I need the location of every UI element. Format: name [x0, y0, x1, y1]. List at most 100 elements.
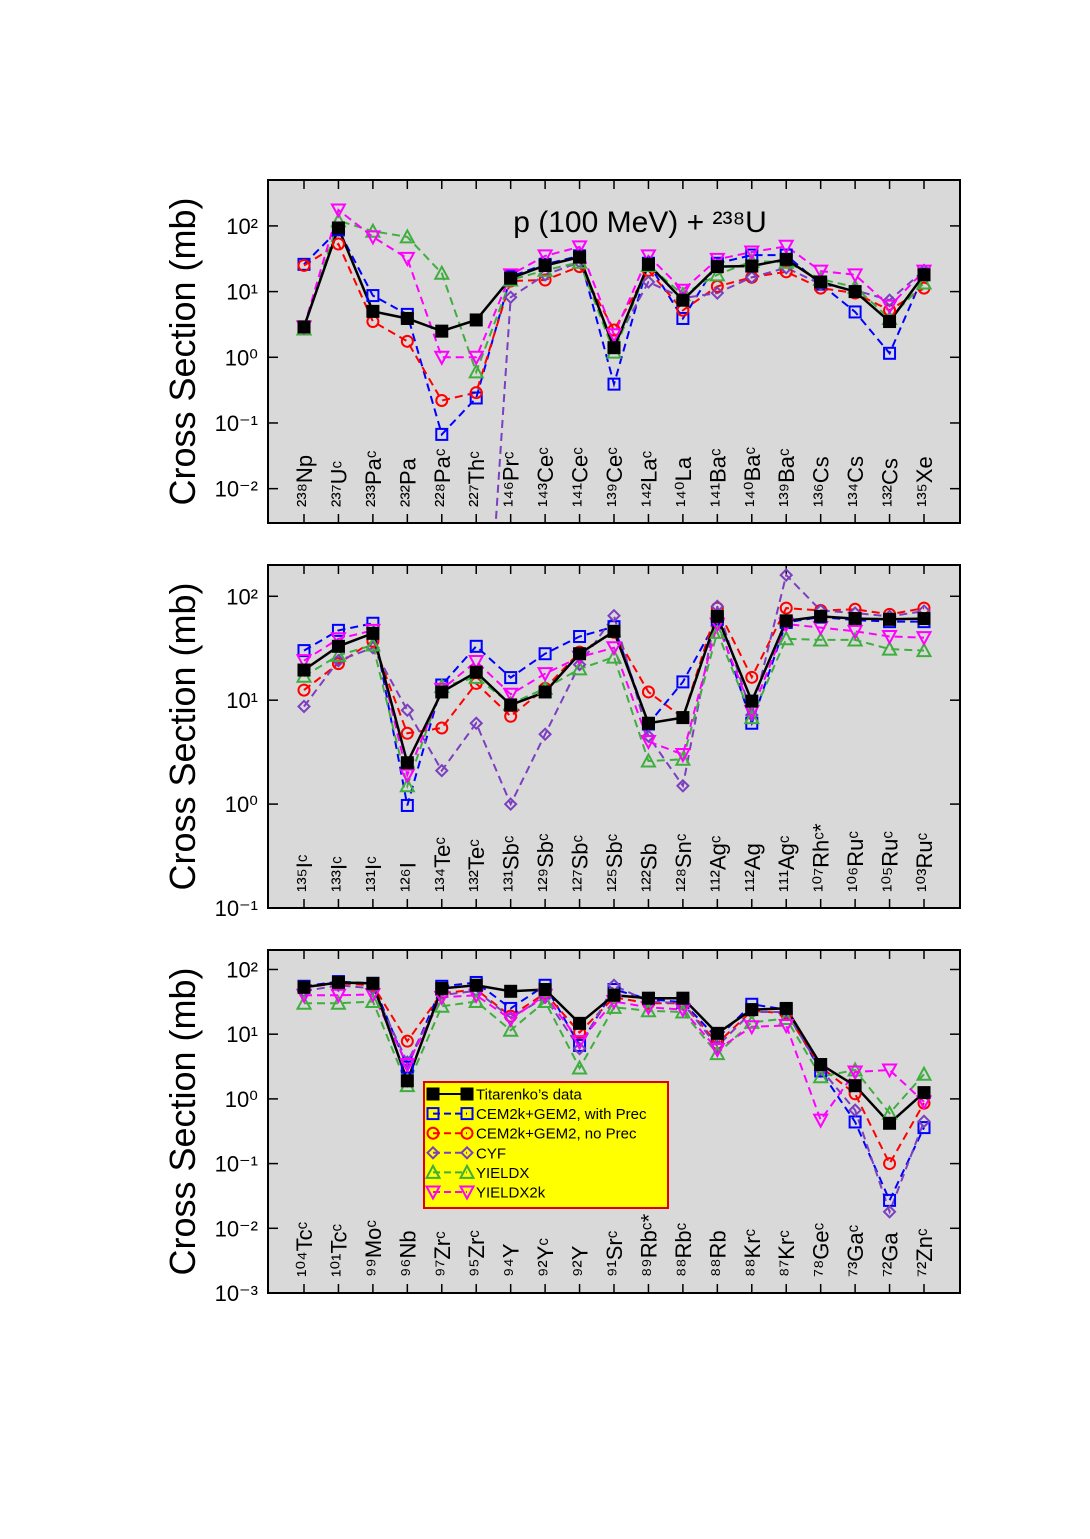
data-point — [538, 647, 552, 661]
x-tick-label: ¹²⁸Snᶜ — [671, 833, 696, 892]
x-tick-label: ⁸⁸Krᶜ — [740, 1228, 765, 1277]
data-point — [883, 346, 897, 360]
data-point — [917, 1121, 931, 1135]
data-point — [400, 1074, 414, 1088]
data-point — [640, 1002, 657, 1018]
y-tick-label: 10² — [226, 584, 258, 609]
data-point — [400, 1034, 414, 1048]
data-point — [848, 1079, 862, 1093]
plot-frame — [267, 179, 961, 524]
data-point — [297, 258, 311, 272]
data-point — [435, 427, 449, 441]
data-point — [607, 377, 621, 391]
data-point — [330, 646, 347, 662]
legend: Titarenko’s data CEM2k+GEM2, with Prec CEM… — [423, 1081, 669, 1209]
legend-marker — [458, 1163, 476, 1179]
y-tick-label: 10⁻¹ — [215, 411, 258, 436]
data-point — [297, 320, 311, 334]
x-tick-label: ¹⁰⁴Tcᶜ — [292, 1221, 317, 1277]
data-point — [676, 293, 690, 307]
data-point — [778, 1009, 795, 1025]
data-point — [641, 257, 655, 271]
data-point — [400, 703, 415, 718]
data-point — [468, 654, 485, 671]
x-tick-label: ¹⁰⁷Rhᶜ* — [809, 823, 834, 892]
data-point — [743, 245, 760, 261]
x-tick-label: ²³⁷Uᶜ — [326, 461, 351, 508]
x-tick-label: ¹³³Iᶜ — [326, 856, 351, 892]
y-tick-label: 10¹ — [226, 1022, 258, 1047]
x-tick-label: ¹³⁴Teᶜ — [430, 837, 455, 892]
data-point — [571, 1059, 588, 1075]
x-tick-label: ⁸⁷Krᶜ — [774, 1230, 799, 1277]
x-tick-label: ⁸⁹Rbᶜ* — [636, 1213, 661, 1277]
data-point — [881, 640, 898, 656]
data-point — [364, 230, 382, 246]
data-point — [709, 1045, 726, 1061]
data-point — [881, 299, 898, 315]
data-point — [640, 752, 657, 768]
x-tick-label: ⁸⁸Rbᶜ — [671, 1222, 696, 1277]
x-tick-label: ⁹²Yᶜ — [533, 1238, 558, 1277]
data-point — [468, 350, 485, 366]
series-group — [295, 568, 933, 812]
data-point — [573, 1038, 587, 1052]
data-point — [538, 685, 552, 699]
legend-marker — [460, 1126, 474, 1140]
data-point — [709, 266, 726, 282]
data-point — [641, 729, 656, 744]
x-tick-label: ⁸⁸Rb — [705, 1230, 730, 1277]
y-tick-label: 10⁻² — [215, 477, 258, 502]
y-tick-label: 10⁰ — [225, 345, 258, 370]
x-tick-label: ¹⁴⁰La — [671, 456, 696, 507]
x-tick-label: ¹²⁵Sbᶜ — [602, 833, 627, 892]
data-point — [607, 341, 621, 355]
data-point — [536, 992, 554, 1008]
x-tick-label: ¹⁰¹Tcᶜ — [326, 1224, 351, 1277]
x-tick-label: ¹²²Sb — [636, 843, 661, 892]
data-point — [433, 350, 450, 366]
legend-marker — [426, 1087, 440, 1101]
data-point — [503, 797, 518, 812]
data-point — [883, 315, 897, 329]
data-point — [812, 264, 829, 280]
data-point — [538, 983, 552, 997]
x-tick-label: ¹³⁹Baᶜ — [774, 448, 799, 507]
y-tick-label: 10⁻² — [215, 1216, 258, 1241]
data-point — [779, 265, 793, 279]
data-point — [538, 267, 553, 282]
data-point — [295, 654, 313, 670]
data-point — [779, 614, 793, 628]
data-point — [504, 698, 518, 712]
data-point — [469, 386, 483, 400]
x-tick-label: ⁹⁷Zrᶜ — [430, 1231, 455, 1277]
data-point — [745, 694, 759, 708]
data-point — [366, 626, 380, 640]
x-tick-label: ¹²⁶I — [395, 862, 420, 892]
x-tick-label: ¹⁴⁶Prᶜ — [499, 451, 524, 507]
data-point — [812, 1113, 829, 1129]
data-point — [676, 711, 690, 725]
data-point — [435, 324, 449, 338]
data-point — [674, 748, 692, 764]
x-tick-label: ⁷⁸Geᶜ — [809, 1222, 834, 1277]
data-point — [502, 687, 519, 703]
data-point — [607, 988, 621, 1002]
data-point — [573, 250, 587, 264]
x-tick-label: ¹³²Cs — [878, 458, 903, 507]
data-point — [674, 283, 692, 299]
data-point — [330, 203, 347, 219]
x-tick-label: ¹⁰⁶Ruᶜ — [843, 831, 868, 892]
x-tick-label: ²²⁷Thᶜ — [464, 451, 489, 507]
data-point — [295, 994, 313, 1010]
data-point — [640, 249, 657, 265]
panel: 10⁻¹ 10⁰ 10¹ 10² ¹³⁵Iᶜ ¹³³Iᶜ ¹³¹Iᶜ ¹²⁶I ¹³⁴Teᶜ ¹³… — [162, 564, 961, 921]
data-point — [434, 763, 449, 778]
data-point — [641, 275, 656, 289]
x-tick-label: ²³³Paᶜ — [361, 450, 386, 507]
data-point — [331, 975, 345, 989]
data-point — [573, 630, 587, 644]
data-point — [468, 363, 485, 379]
data-point — [433, 264, 450, 280]
